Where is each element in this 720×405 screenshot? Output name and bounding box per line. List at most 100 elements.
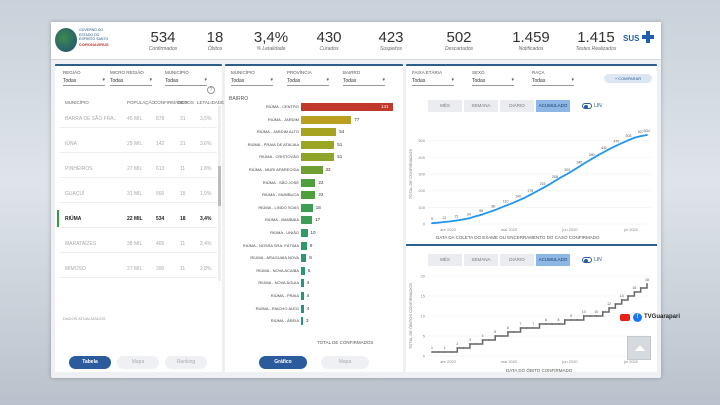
bar-row[interactable]: RIÚMA - CENTRO 141 (227, 102, 393, 112)
table-row[interactable]: IÚNA 29 MIL 142 21 3,6% (59, 135, 217, 153)
data-point[interactable] (504, 204, 507, 207)
data-point[interactable] (538, 323, 541, 325)
col-municipio[interactable]: MUNICÍPIO (65, 100, 89, 105)
data-point[interactable] (566, 173, 569, 175)
period-tab[interactable]: MÊS (428, 100, 462, 112)
data-point[interactable] (517, 199, 519, 202)
scroll-up-button[interactable] (627, 336, 651, 360)
data-point[interactable] (560, 176, 562, 179)
data-point[interactable] (557, 323, 560, 325)
table-row[interactable]: BARRA DE SÃO FRA... 45 MIL 878 31 3,5% (59, 110, 217, 128)
data-point[interactable] (450, 351, 452, 353)
filter-dropdown[interactable]: Todas (165, 77, 207, 86)
bar-row[interactable]: RIÚMA - JARDIM ALTO 54 (227, 127, 377, 137)
filter-dropdown[interactable]: Todas (412, 77, 454, 86)
bar-row[interactable]: RIÚMA - PRAIA DE ATALAIA 51 (227, 140, 377, 150)
period-tab[interactable]: DIÁRIO (500, 100, 534, 112)
bar-row[interactable]: RIÚMA - LINDO SOAS 18 (227, 203, 377, 213)
data-point[interactable] (443, 221, 446, 223)
data-point[interactable] (525, 327, 528, 329)
period-tab[interactable]: SEMANA (464, 100, 498, 112)
period-tab[interactable]: ACUMULADO (536, 254, 570, 266)
period-tab[interactable]: SEMANA (464, 254, 498, 266)
data-point[interactable] (544, 323, 547, 325)
bar-row[interactable]: RIÚMA - CRISTOVÃO 51 (227, 152, 377, 162)
data-point[interactable] (481, 339, 484, 341)
data-point[interactable] (589, 315, 591, 317)
data-point[interactable] (633, 136, 636, 139)
data-point[interactable] (431, 351, 433, 353)
data-point[interactable] (576, 319, 579, 321)
table-row[interactable]: GUAÇUÍ 31 MIL 560 15 1,9% (59, 185, 217, 203)
data-point[interactable] (621, 141, 624, 144)
data-point[interactable] (437, 351, 440, 353)
bar-row[interactable]: RIÚMA - PRAIA 4 (227, 291, 377, 301)
tab-ranking[interactable]: Ranking (165, 356, 207, 369)
period-tab[interactable]: MÊS (428, 254, 462, 266)
bar-row[interactable]: RIÚMA - JARDIM 77 (227, 115, 377, 125)
data-point[interactable] (498, 207, 501, 210)
data-point[interactable] (437, 221, 440, 224)
data-point[interactable] (475, 343, 478, 345)
data-point[interactable] (646, 134, 648, 136)
data-point[interactable] (633, 291, 636, 293)
data-point[interactable] (601, 311, 604, 313)
data-point[interactable] (513, 331, 516, 333)
data-point[interactable] (627, 139, 630, 142)
data-point[interactable] (529, 193, 532, 196)
filter-dropdown[interactable]: Todas (231, 77, 273, 86)
bar-row[interactable]: RIÚMA - SÃO JOSÉ 22 (227, 178, 377, 188)
bar-row[interactable]: RIÚMA - MURI APARECIDA 33 (227, 165, 377, 175)
data-point[interactable] (646, 283, 648, 285)
table-row[interactable]: MIMOSO 27 MIL 390 11 2,8% (59, 260, 217, 278)
data-point[interactable] (627, 295, 629, 297)
data-point[interactable] (590, 158, 593, 160)
filter-dropdown[interactable]: Todas (472, 77, 514, 86)
data-point[interactable] (486, 211, 489, 214)
info-icon[interactable]: ? (207, 86, 215, 94)
data-point[interactable] (519, 327, 522, 329)
col-obitos[interactable]: ÓBITOS (177, 100, 194, 105)
data-point[interactable] (603, 151, 605, 153)
col-populacao[interactable]: POPULAÇÃO (127, 100, 156, 105)
data-point[interactable] (551, 323, 554, 325)
data-point[interactable] (532, 327, 535, 329)
bar-row[interactable]: RIÚMA - ARAGUAIA NOVA 8 (227, 253, 377, 263)
data-point[interactable] (500, 335, 503, 337)
filter-dropdown[interactable]: Todas (110, 77, 152, 86)
data-point[interactable] (443, 351, 446, 353)
data-point[interactable] (541, 187, 544, 190)
tab-mapa-bairro[interactable]: Mapa (321, 356, 369, 369)
data-point[interactable] (494, 335, 497, 337)
data-point[interactable] (523, 197, 526, 199)
table-row[interactable]: PINHEIROS 27 MIL 613 11 1,8% (59, 160, 217, 178)
data-point[interactable] (449, 220, 452, 223)
data-point[interactable] (609, 147, 612, 150)
filter-dropdown[interactable]: Todas (287, 77, 329, 86)
data-point[interactable] (639, 135, 642, 138)
data-point[interactable] (584, 161, 587, 164)
bar-row[interactable]: RIÚMA - ÁREIA 3 (227, 316, 377, 326)
data-point[interactable] (570, 319, 573, 321)
filter-dropdown[interactable]: Todas (532, 77, 574, 86)
data-point[interactable] (608, 307, 610, 309)
bottom-lin-toggle[interactable] (582, 257, 592, 263)
data-point[interactable] (474, 215, 476, 218)
data-point[interactable] (572, 169, 575, 172)
bar-row[interactable]: RIÚMA - NOSSA SRA. FÁTIMA 9 (227, 241, 377, 251)
data-point[interactable] (595, 315, 598, 317)
period-tab[interactable]: DIÁRIO (500, 254, 534, 266)
filter-dropdown[interactable]: Todas (63, 77, 105, 86)
add-compare-button[interactable]: + COMPARAR (604, 74, 652, 83)
data-point[interactable] (467, 217, 470, 220)
bar-row[interactable]: RIÚMA - RIACHO ALEG 4 (227, 304, 377, 314)
data-point[interactable] (582, 315, 585, 317)
data-point[interactable] (639, 287, 642, 289)
bar-row[interactable]: RIÚMA - BAMBAIA 17 (227, 215, 377, 225)
bar-row[interactable]: RIÚMA - MUMBUCA 22 (227, 190, 377, 200)
period-tab[interactable]: ACUMULADO (536, 100, 570, 112)
data-point[interactable] (469, 343, 471, 345)
data-point[interactable] (620, 299, 623, 301)
tab-tabela[interactable]: Tabela (69, 356, 111, 369)
data-point[interactable] (488, 339, 490, 341)
